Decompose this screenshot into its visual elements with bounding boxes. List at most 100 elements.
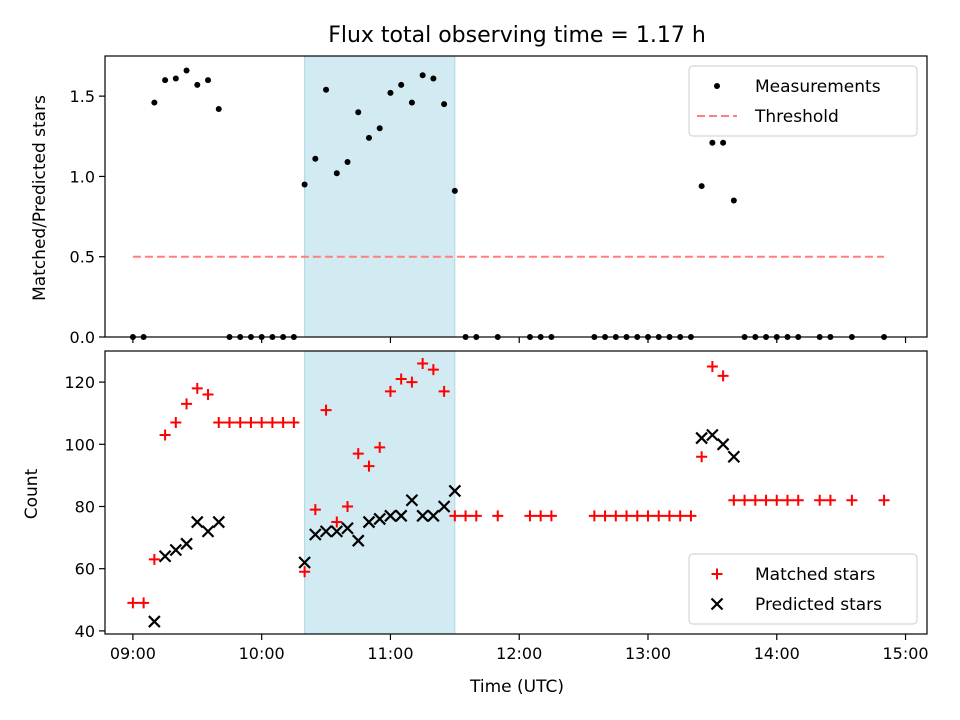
- bottom-marks-layer: [127, 357, 890, 628]
- measurements-point: [301, 181, 308, 188]
- matched-stars-point: [588, 510, 600, 522]
- predicted-stars-legend-label: Predicted stars: [755, 595, 882, 615]
- matched-stars-point: [685, 510, 697, 522]
- predicted-stars-point: [309, 528, 322, 541]
- measurements-point: [376, 125, 383, 132]
- top-axis-layer: 0.0 0.5 1.0 1.5: [70, 55, 928, 347]
- predicted-stars-point: [319, 525, 333, 538]
- top-legend: Measurements Threshold: [688, 65, 918, 137]
- measurements-point: [312, 155, 319, 162]
- bottom-y-axis-label: Count: [22, 468, 42, 519]
- matched-stars-point: [234, 417, 246, 429]
- x-tick-label: 14:00: [754, 644, 800, 663]
- measurements-point: [194, 81, 201, 88]
- measurements-point: [441, 101, 448, 108]
- measurements-point: [172, 75, 179, 82]
- matched-stars-point: [342, 500, 354, 512]
- predicted-stars-point: [158, 549, 172, 563]
- matched-stars-point: [717, 370, 729, 382]
- predicted-stars-point: [405, 493, 419, 507]
- predicted-stars-point: [695, 431, 708, 445]
- matched-stars-point: [878, 494, 890, 506]
- matched-stars-point: [181, 398, 193, 410]
- bottom-highlight-layer: [304, 350, 456, 635]
- measurements-point: [162, 77, 169, 84]
- predicted-stars-point: [706, 428, 719, 442]
- bottom-axes-frame: [104, 350, 928, 635]
- measurements-point: [205, 77, 212, 84]
- bottom-legend: Matched stars Predicted stars: [688, 553, 918, 625]
- matched-stars-legend-marker: [711, 568, 723, 580]
- bottom-y-tick-label: 120: [64, 373, 95, 392]
- predicted-stars-point: [191, 515, 204, 529]
- matched-stars-point: [610, 510, 622, 522]
- top-y-tick-label: 1.5: [70, 87, 95, 106]
- measurements-point: [365, 134, 372, 141]
- top-panel: 0.0 0.5 1.0 1.5 Matched/Predicted stars Mea…: [30, 55, 928, 347]
- matched-stars-point: [781, 494, 793, 506]
- matched-stars-point: [449, 510, 461, 522]
- matched-stars-point: [277, 417, 289, 429]
- matched-stars-point: [642, 510, 654, 522]
- matched-stars-point: [653, 510, 665, 522]
- matched-stars-point: [760, 494, 772, 506]
- predicted-stars-point: [148, 615, 161, 628]
- matched-stars-point: [245, 417, 257, 429]
- matched-stars-point: [599, 510, 611, 522]
- matched-stars-point: [256, 417, 268, 429]
- measurements-point: [333, 170, 340, 177]
- chart-title: Flux total observing time = 1.17 h: [328, 23, 706, 48]
- matched-stars-point: [696, 451, 708, 463]
- matched-stars-point: [170, 417, 182, 429]
- matched-stars-point: [545, 510, 557, 522]
- matched-stars-point: [223, 417, 235, 429]
- matched-stars-point: [728, 494, 740, 506]
- matched-stars-point: [191, 382, 203, 394]
- matched-stars-point: [299, 566, 311, 578]
- matched-stars-point: [384, 385, 396, 397]
- matched-stars-point: [438, 385, 450, 397]
- measurements-point: [430, 75, 437, 82]
- predicted-stars-point: [169, 543, 183, 557]
- top-y-tick-label: 0.0: [70, 328, 95, 347]
- measurements-point: [451, 187, 458, 194]
- matched-stars-point: [663, 510, 675, 522]
- top-highlight-span: [304, 55, 456, 338]
- matched-stars-legend-label: Matched stars: [755, 565, 875, 585]
- predicted-stars-point: [298, 556, 311, 569]
- measurements-point: [398, 81, 405, 88]
- predicted-stars-point: [212, 515, 226, 529]
- matched-stars-point: [814, 494, 826, 506]
- matched-stars-point: [288, 417, 300, 429]
- predicted-stars-point: [384, 509, 397, 523]
- measurements-legend-marker: [714, 83, 720, 89]
- top-y-axis-label: Matched/Predicted stars: [30, 95, 50, 301]
- matched-stars-point: [674, 510, 686, 522]
- predicted-stars-point: [448, 484, 462, 498]
- top-marks-layer: [129, 67, 888, 340]
- measurements-point: [344, 158, 351, 165]
- matched-stars-point: [535, 510, 547, 522]
- matched-stars-point: [824, 494, 836, 506]
- matched-stars-point: [127, 597, 139, 609]
- measurements-point: [183, 67, 190, 74]
- measurements-point: [720, 139, 727, 146]
- predicted-stars-point: [416, 509, 429, 523]
- x-tick-label: 09:00: [110, 644, 156, 663]
- matched-stars-point: [374, 441, 386, 453]
- bottom-y-tick-label: 100: [64, 435, 95, 454]
- matched-stars-point: [846, 494, 858, 506]
- matched-stars-point: [331, 516, 343, 528]
- predicted-stars-point: [437, 500, 451, 513]
- predicted-stars-point: [341, 521, 354, 535]
- matched-stars-point: [138, 597, 150, 609]
- threshold-legend-label: Threshold: [754, 107, 839, 127]
- bottom-highlight-span: [304, 350, 456, 635]
- predicted-stars-point: [201, 525, 215, 538]
- predicted-stars-point: [727, 450, 741, 464]
- matched-stars-point: [739, 494, 751, 506]
- matched-stars-point: [395, 373, 407, 385]
- measurements-point: [408, 99, 415, 106]
- measurements-point: [323, 86, 330, 93]
